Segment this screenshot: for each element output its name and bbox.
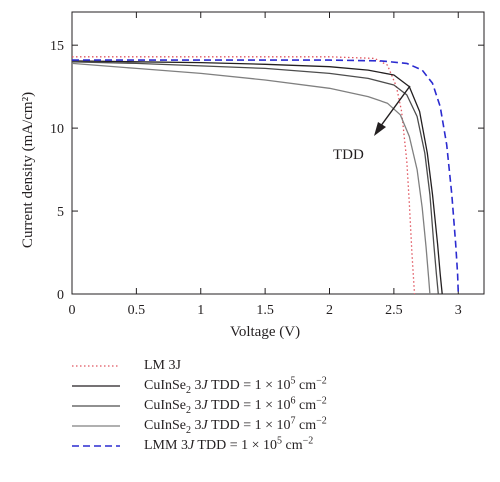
x-axis: 0 0.5 1 1.5 2 2.5 3: [69, 12, 462, 318]
series-line-2: [71, 60, 443, 295]
y-tick-label: 0: [57, 288, 64, 303]
legend-item: CuInSe2 3J TDD = 1 × 107 cm−2: [68, 416, 488, 436]
x-tick-label: 3: [455, 303, 462, 318]
legend-swatch: [72, 365, 120, 367]
series-line-1: [72, 56, 416, 295]
plot-frame: [71, 11, 485, 295]
tdd-arrowhead: [374, 122, 386, 136]
y-tick-label: 5: [57, 205, 64, 220]
y-axis: 0 5 10 15: [50, 39, 484, 303]
tdd-arrow: [379, 85, 411, 128]
x-tick-label: 2: [326, 303, 333, 318]
legend-item: CuInSe2 3J TDD = 1 × 105 cm−2: [68, 376, 488, 396]
x-axis-label: Voltage (V): [230, 324, 300, 340]
series-line-5: [72, 59, 460, 295]
series-line-4: [71, 62, 431, 295]
legend-swatch: [72, 405, 120, 407]
x-tick-label: 1.5: [256, 303, 274, 318]
tdd-annotation: TDD: [333, 85, 411, 163]
y-tick-label: 10: [50, 122, 64, 137]
legend-label: LM 3J: [144, 358, 181, 373]
y-axis-label: Current density (mA/cm²): [20, 92, 36, 248]
series-layer: [71, 56, 460, 295]
y-tick-label: 15: [50, 39, 64, 54]
legend-label: CuInSe2 3J TDD = 1 × 106 cm−2: [144, 395, 327, 416]
x-tick-label: 0.5: [128, 303, 146, 318]
x-tick-label: 0: [69, 303, 76, 318]
legend: LM 3J CuInSe2 3J TDD = 1 × 105 cm−2 CuInSe…: [68, 356, 488, 456]
legend-item: LMM 3J TDD = 1 × 105 cm−2: [68, 436, 488, 456]
legend-label: CuInSe2 3J TDD = 1 × 105 cm−2: [144, 375, 327, 396]
legend-swatch: [72, 445, 120, 447]
legend-item: LM 3J: [68, 356, 488, 376]
legend-label: CuInSe2 3J TDD = 1 × 107 cm−2: [144, 415, 327, 436]
iv-curve-chart: 0 5 10 15 0 0.5 1 1.5 2 2.5 3 Current density (mA…: [20, 11, 485, 340]
plot-area: [71, 11, 485, 295]
legend-label: LMM 3J TDD = 1 × 105 cm−2: [144, 435, 314, 453]
series-line-3: [71, 61, 439, 295]
legend-swatch: [72, 425, 120, 427]
x-tick-label: 1: [197, 303, 204, 318]
legend-swatch: [72, 385, 120, 387]
tdd-label: TDD: [333, 147, 364, 163]
x-tick-label: 2.5: [385, 303, 403, 318]
legend-item: CuInSe2 3J TDD = 1 × 106 cm−2: [68, 396, 488, 416]
